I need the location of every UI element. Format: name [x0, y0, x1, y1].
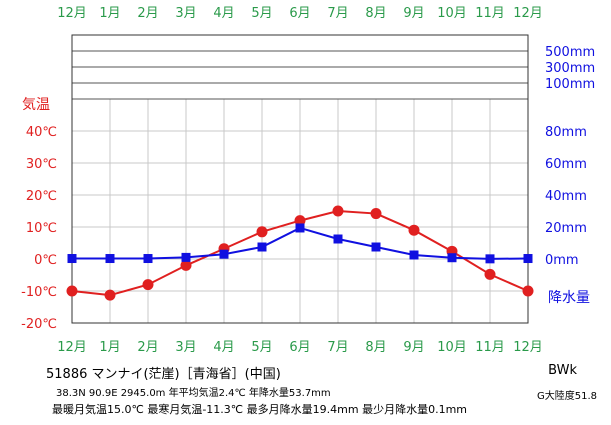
station-name: 51886 マンナイ(茫崖)［青海省］(中国) — [46, 367, 281, 382]
precipitation-point — [485, 254, 495, 264]
temperature-point — [522, 285, 534, 297]
month-label: 12月 — [513, 6, 543, 21]
month-label: 5月 — [251, 340, 272, 355]
series — [66, 205, 534, 301]
month-label: 10月 — [437, 340, 467, 355]
precipitation-point — [333, 234, 343, 244]
precipitation-point — [67, 254, 77, 264]
grid — [72, 99, 528, 323]
month-label: 8月 — [365, 6, 386, 21]
month-label: 7月 — [327, 6, 348, 21]
month-label: 6月 — [289, 6, 310, 21]
temperature-tick-label: -20℃ — [21, 317, 57, 332]
precipitation-tick-label: 60mm — [545, 157, 587, 172]
month-label: 7月 — [327, 340, 348, 355]
temperature-tick-label: 10℃ — [26, 221, 57, 236]
precipitation-point — [371, 242, 381, 252]
precipitation-point — [447, 253, 457, 263]
axis-labels: 12月 12月 1月 1月 2月 2月 3月 3月 4月 4月 5月 5月 6月 6月 7月 7月 8月 8月 9月… — [21, 6, 595, 355]
precipitation-point — [295, 223, 305, 233]
month-label: 12月 — [57, 6, 87, 21]
month-label: 5月 — [251, 6, 272, 21]
month-label: 3月 — [175, 340, 196, 355]
precipitation-point — [257, 242, 267, 252]
month-label: 12月 — [513, 340, 543, 355]
temperature-point — [294, 215, 306, 227]
precipitation-point — [523, 254, 533, 264]
precipitation-tick-label: 500mm — [545, 45, 595, 60]
month-label: 9月 — [403, 6, 424, 21]
precipitation-axis-title: 降水量 — [548, 290, 590, 306]
month-label: 4月 — [213, 340, 234, 355]
climate-chart: 12月 12月 1月 1月 2月 2月 3月 3月 4月 4月 5月 5月 6月 6月 7月 7月 8月 8月 9月… — [21, 6, 595, 355]
temperature-point — [332, 205, 344, 217]
temperature-point — [104, 289, 116, 301]
month-label: 2月 — [137, 6, 158, 21]
precipitation-tick-label: 100mm — [545, 77, 595, 92]
month-label: 8月 — [365, 340, 386, 355]
precipitation-point — [105, 254, 115, 264]
precipitation-tick-label: 80mm — [545, 125, 587, 140]
precipitation-tick-label: 40mm — [545, 189, 587, 204]
temperature-tick-label: 20℃ — [26, 189, 57, 204]
temperature-tick-label: -10℃ — [21, 285, 57, 300]
month-label: 11月 — [475, 340, 505, 355]
temperature-tick-label: 0℃ — [34, 253, 57, 268]
month-label: 11月 — [475, 6, 505, 21]
month-label: 6月 — [289, 340, 310, 355]
precipitation-point — [409, 250, 419, 260]
precipitation-tick-label: 300mm — [545, 61, 595, 76]
temperature-point — [256, 226, 268, 238]
station-details: 38.3N 90.9E 2945.0m 年平均気温2.4℃ 年降水量53.7mm — [56, 388, 331, 399]
month-label: 12月 — [57, 340, 87, 355]
month-label: 10月 — [437, 6, 467, 21]
climate-classification: BWk — [548, 363, 577, 378]
precipitation-point — [181, 252, 191, 262]
temperature-point — [66, 285, 78, 297]
temperature-point — [180, 259, 192, 271]
precipitation-tick-label: 20mm — [545, 221, 587, 236]
month-label: 2月 — [137, 340, 158, 355]
plot-frame — [71, 34, 529, 324]
temperature-point — [484, 268, 496, 280]
temperature-point — [142, 279, 154, 291]
month-label: 1月 — [99, 6, 120, 21]
month-label: 1月 — [99, 340, 120, 355]
month-label: 3月 — [175, 6, 196, 21]
temperature-tick-label: 40℃ — [26, 125, 57, 140]
precipitation-point — [143, 254, 153, 264]
climate-extremes: 最暖月気温15.0℃ 最寒月気温-11.3℃ 最多月降水量19.4mm 最少月降… — [52, 403, 467, 416]
axes — [71, 34, 529, 324]
month-label: 9月 — [403, 340, 424, 355]
temperature-point — [370, 208, 382, 220]
month-label: 4月 — [213, 6, 234, 21]
continentality-index: G大陸度51.8 — [536, 391, 597, 402]
temperature-tick-label: 30℃ — [26, 157, 57, 172]
precipitation-point — [219, 249, 229, 259]
precipitation-tick-label: 0mm — [545, 253, 579, 268]
temperature-point — [408, 224, 420, 236]
temperature-axis-title: 気温 — [22, 97, 50, 113]
